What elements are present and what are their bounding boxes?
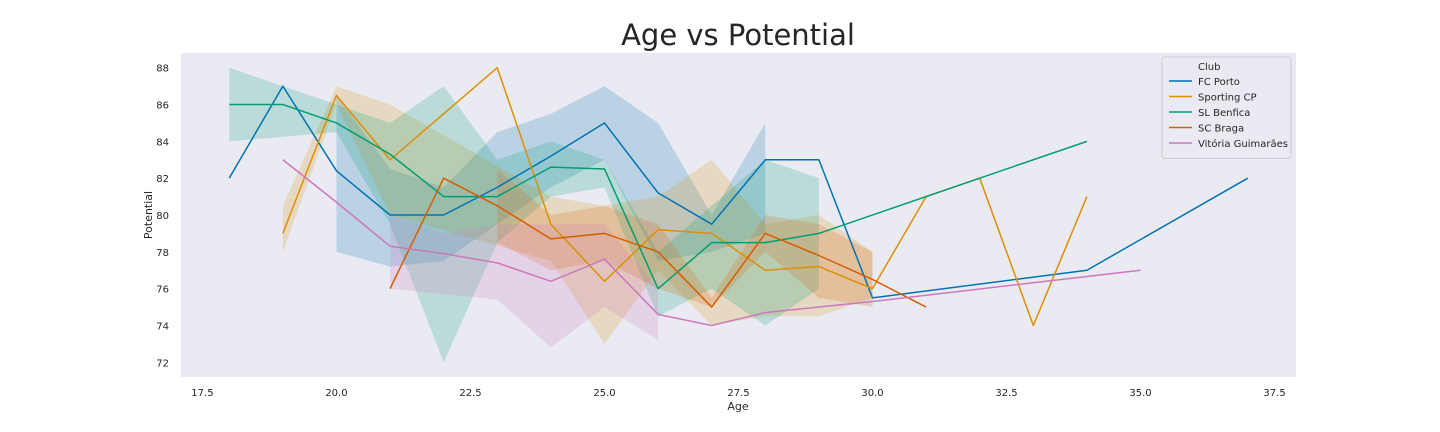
x-axis-label: Age	[727, 400, 749, 413]
x-axis-ticks: 17.5 20.0 22.5 25.0 27.5 30.0 32.5 35.0 37.5	[191, 388, 1285, 399]
y-tick-label: 76	[156, 285, 169, 296]
x-tick-label: 22.5	[459, 388, 481, 399]
y-tick-label: 74	[156, 321, 169, 332]
chart-title: Age vs Potential	[621, 18, 855, 52]
legend-entry: Sporting CP	[1198, 93, 1257, 104]
x-tick-label: 20.0	[325, 388, 347, 399]
y-tick-label: 78	[156, 248, 169, 259]
legend: Club FC Porto Sporting CP SL Benfica SC Brag…	[1161, 56, 1292, 159]
legend-title: Club	[1198, 62, 1220, 73]
ci-band-vitoria-guimaraes	[390, 215, 659, 348]
x-tick-label: 30.0	[861, 388, 883, 399]
series-line-vitoria-guimaraes	[282, 159, 1141, 327]
legend-entry: SL Benfica	[1198, 108, 1250, 119]
y-tick-label: 86	[156, 101, 169, 112]
y-tick-label: 84	[156, 137, 169, 148]
y-axis-label: Potential	[142, 191, 155, 239]
x-tick-label: 25.0	[593, 388, 615, 399]
ci-band-sporting-cp	[282, 86, 873, 344]
legend-entry: FC Porto	[1198, 77, 1240, 88]
ci-band-sl-benfica	[229, 67, 819, 363]
plot-background	[181, 53, 1296, 377]
y-tick-label: 88	[156, 64, 169, 75]
x-tick-label: 27.5	[727, 388, 749, 399]
series-lines	[228, 66, 1249, 327]
legend-entry: SC Braga	[1198, 124, 1244, 135]
y-axis-ticks: 72 74 76 78 80 82 84 86 88	[156, 64, 169, 370]
legend-entry: Vitória Guimarães	[1198, 138, 1288, 150]
y-tick-label: 72	[156, 358, 169, 369]
x-tick-label: 37.5	[1263, 388, 1285, 399]
y-tick-label: 82	[156, 174, 169, 185]
series-line-sl-benfica	[229, 103, 1088, 290]
x-tick-label: 35.0	[1129, 388, 1151, 399]
x-tick-label: 32.5	[995, 388, 1017, 399]
legend-box	[1161, 56, 1292, 159]
ci-band-fc-porto	[336, 86, 766, 267]
x-tick-label: 17.5	[191, 388, 213, 399]
confidence-bands	[229, 67, 873, 363]
series-line-sc-braga	[389, 177, 927, 308]
y-tick-label: 80	[156, 211, 169, 222]
series-line-fc-porto	[228, 85, 1249, 299]
